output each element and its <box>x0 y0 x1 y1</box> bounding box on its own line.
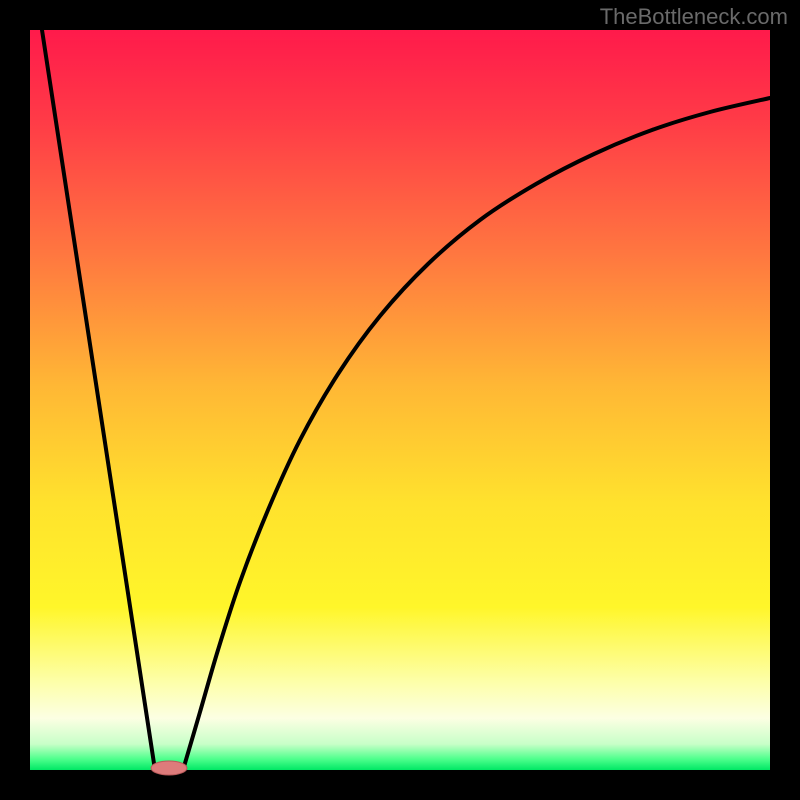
chart-svg <box>0 0 800 800</box>
plot-background <box>30 30 770 770</box>
bottleneck-chart: { "watermark": "TheBottleneck.com", "cha… <box>0 0 800 800</box>
watermark-text: TheBottleneck.com <box>600 4 788 30</box>
bottleneck-marker <box>151 761 187 775</box>
